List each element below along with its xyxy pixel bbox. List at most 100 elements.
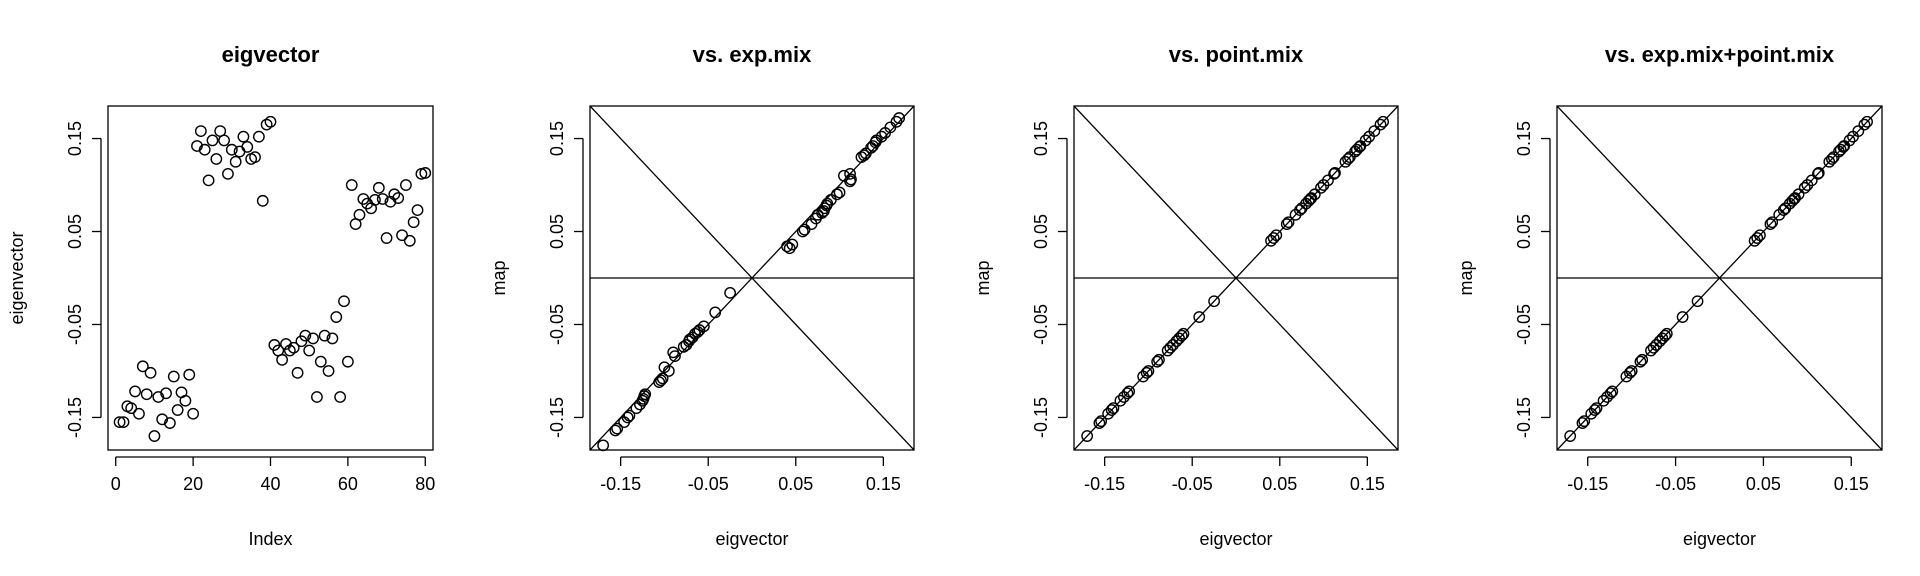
y-tick-label: -0.15 <box>547 397 567 438</box>
data-point <box>311 391 323 403</box>
data-point <box>314 355 327 368</box>
data-point <box>1350 143 1363 156</box>
data-point <box>136 360 149 373</box>
data-point <box>611 422 624 435</box>
data-point <box>345 179 358 191</box>
data-point <box>1837 141 1850 153</box>
data-point <box>1861 115 1873 128</box>
data-point <box>845 173 857 186</box>
y-tick-label: 0.15 <box>65 121 85 156</box>
y-axis-label: map <box>489 260 509 295</box>
data-point <box>1634 355 1647 368</box>
y-tick-label: 0.05 <box>65 214 85 249</box>
data-point <box>210 153 223 165</box>
data-point <box>662 365 675 377</box>
data-point <box>1647 341 1660 354</box>
data-point <box>1342 153 1354 165</box>
data-point <box>1123 385 1136 398</box>
reference-lines <box>1074 106 1398 450</box>
data-point <box>1095 415 1108 428</box>
data-point <box>167 370 180 383</box>
data-point <box>1625 365 1638 377</box>
data-point <box>129 385 141 398</box>
data-point <box>160 387 172 400</box>
data-point <box>113 416 126 429</box>
data-point <box>1151 355 1164 368</box>
data-point <box>831 188 843 201</box>
x-tick-label: 0.15 <box>866 474 901 494</box>
data-point <box>630 402 643 415</box>
data-points <box>113 115 432 442</box>
x-tick-label: 60 <box>338 474 358 494</box>
data-point <box>1167 339 1179 351</box>
x-tick-label: 20 <box>183 474 203 494</box>
data-point <box>1114 394 1127 407</box>
y-tick-label: -0.05 <box>547 304 567 345</box>
data-point <box>893 112 906 124</box>
data-point <box>1267 232 1280 244</box>
data-point <box>400 179 412 191</box>
data-point <box>597 439 610 452</box>
y-tick-label: -0.15 <box>65 397 85 438</box>
data-point <box>396 229 408 242</box>
data-point <box>1843 134 1856 147</box>
data-point <box>1597 394 1610 407</box>
data-point <box>183 368 196 381</box>
data-point <box>818 202 831 215</box>
data-point <box>164 417 176 429</box>
data-point <box>1576 417 1589 429</box>
y-tick-label: 0.15 <box>1514 121 1534 156</box>
data-point <box>326 332 339 345</box>
data-point <box>669 350 681 362</box>
data-point <box>1329 167 1341 179</box>
data-point <box>1175 329 1188 342</box>
data-point <box>194 125 207 138</box>
data-point <box>656 372 669 385</box>
panel-3: vs. point.mix -0.15 -0.05 0.05 0.15 eigvector… <box>973 42 1399 549</box>
data-point <box>1315 181 1327 194</box>
data-point <box>198 143 211 156</box>
data-point <box>187 407 200 420</box>
data-point <box>1751 232 1764 244</box>
data-point <box>407 216 420 229</box>
x-tick-label: -0.15 <box>1567 474 1608 494</box>
data-point <box>392 192 405 204</box>
reference-lines <box>590 106 914 450</box>
data-point <box>307 332 319 345</box>
data-point <box>1798 181 1811 194</box>
data-point <box>403 234 416 247</box>
data-point <box>1305 192 1318 204</box>
data-point <box>1282 216 1295 229</box>
y-tick-label: -0.05 <box>1514 304 1534 345</box>
x-axis-label: eigvector <box>1683 529 1756 549</box>
panel-4: vs. exp.mix+point.mix -0.15 -0.05 0.05 0.15 e… <box>1456 42 1883 549</box>
data-point <box>264 115 277 128</box>
data-point <box>1660 327 1673 340</box>
data-point <box>202 174 215 187</box>
data-point <box>1302 194 1315 207</box>
data-point <box>1636 353 1649 366</box>
data-point <box>1368 125 1381 138</box>
data-point <box>1834 143 1847 156</box>
data-point <box>241 141 254 153</box>
panel-title: vs. exp.mix+point.mix <box>1605 42 1835 67</box>
data-point <box>1328 167 1340 180</box>
data-point <box>280 338 292 350</box>
y-tick-label: 0.05 <box>547 214 567 249</box>
y-tick-label: 0.05 <box>1514 214 1534 249</box>
data-point <box>1659 329 1671 342</box>
data-point <box>1812 167 1825 179</box>
ref-line-anti-identity <box>1557 106 1882 450</box>
data-point <box>786 238 799 251</box>
data-point <box>256 194 269 207</box>
panel-title: vs. exp.mix <box>693 42 812 67</box>
data-point <box>1604 387 1617 400</box>
data-point <box>225 143 238 156</box>
data-point <box>1093 417 1106 429</box>
data-point <box>353 208 366 221</box>
x-tick-label: -0.05 <box>688 474 729 494</box>
y-tick-label: 0.15 <box>1031 121 1051 156</box>
data-point <box>697 320 710 333</box>
data-point <box>1764 218 1777 230</box>
ref-line-anti-identity <box>1074 106 1398 450</box>
